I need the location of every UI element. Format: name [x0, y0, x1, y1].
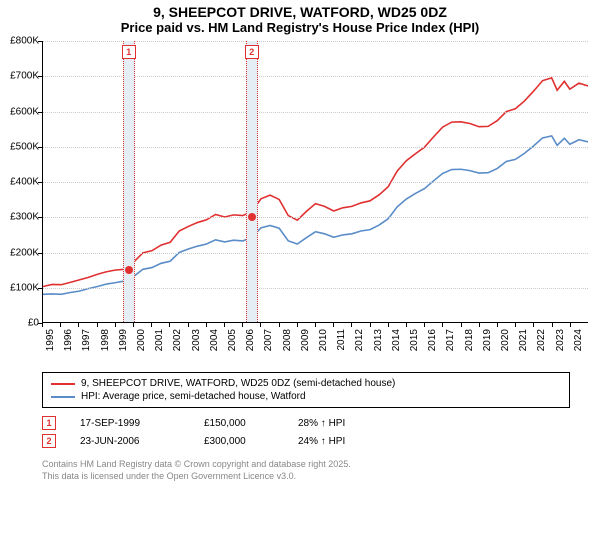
x-tick-label: 2015	[409, 329, 420, 351]
x-tick-label: 2000	[136, 329, 147, 351]
x-tick-label: 1995	[45, 329, 56, 351]
x-tick-label: 1999	[118, 329, 129, 351]
x-tick-label: 2022	[536, 329, 547, 351]
x-tick-label: 2020	[500, 329, 511, 351]
y-tick-label: £400K	[10, 177, 39, 188]
legend-swatch	[51, 396, 75, 398]
sale-date: 17-SEP-1999	[80, 418, 180, 429]
legend-swatch	[51, 383, 75, 385]
legend-row: 9, SHEEPCOT DRIVE, WATFORD, WD25 0DZ (se…	[51, 377, 561, 390]
y-tick-label: £100K	[10, 282, 39, 293]
sales-row: 1 17-SEP-1999 £150,000 28% ↑ HPI	[42, 414, 570, 432]
sale-index-badge: 1	[42, 416, 56, 430]
sale-marker: 1	[122, 45, 136, 59]
x-tick-label: 1998	[100, 329, 111, 351]
y-tick-label: £700K	[10, 71, 39, 82]
x-tick-label: 2021	[518, 329, 529, 351]
sale-dot	[248, 213, 256, 221]
x-tick-label: 2017	[445, 329, 456, 351]
x-tick-label: 2009	[300, 329, 311, 351]
attribution-footer: Contains HM Land Registry data © Crown c…	[42, 458, 570, 482]
x-tick-label: 2024	[573, 329, 584, 351]
y-tick-label: £500K	[10, 141, 39, 152]
x-tick-label: 2010	[318, 329, 329, 351]
y-tick-label: £800K	[10, 36, 39, 47]
legend-label: HPI: Average price, semi-detached house,…	[81, 391, 306, 402]
x-tick-label: 2011	[336, 329, 347, 351]
sale-band	[246, 41, 258, 322]
x-tick-label: 2023	[555, 329, 566, 351]
x-tick-label: 1996	[63, 329, 74, 351]
legend: 9, SHEEPCOT DRIVE, WATFORD, WD25 0DZ (se…	[42, 372, 570, 408]
x-tick-label: 2007	[263, 329, 274, 351]
footer-line-2: This data is licensed under the Open Gov…	[42, 470, 570, 482]
legend-row: HPI: Average price, semi-detached house,…	[51, 390, 561, 403]
x-tick-label: 2013	[373, 329, 384, 351]
y-tick-label: £600K	[10, 106, 39, 117]
x-tick-label: 2008	[282, 329, 293, 351]
sale-price: £300,000	[204, 436, 274, 447]
x-tick-label: 2004	[209, 329, 220, 351]
sale-dot	[125, 266, 133, 274]
x-tick-label: 2019	[482, 329, 493, 351]
footer-line-1: Contains HM Land Registry data © Crown c…	[42, 458, 570, 470]
chart-header: 9, SHEEPCOT DRIVE, WATFORD, WD25 0DZ Pri…	[0, 0, 600, 37]
address-line: 9, SHEEPCOT DRIVE, WATFORD, WD25 0DZ	[0, 4, 600, 20]
x-tick-label: 2003	[191, 329, 202, 351]
x-tick-label: 2012	[354, 329, 365, 351]
legend-label: 9, SHEEPCOT DRIVE, WATFORD, WD25 0DZ (se…	[81, 378, 395, 389]
sale-marker: 2	[245, 45, 259, 59]
plot-area: 12	[42, 41, 588, 323]
sales-row: 2 23-JUN-2006 £300,000 24% ↑ HPI	[42, 432, 570, 450]
x-tick-label: 2018	[464, 329, 475, 351]
x-tick-label: 2001	[154, 329, 165, 351]
x-axis: 1995 1996 1997 1998 1999 2000 2001 2002 2003 2004…	[42, 323, 588, 367]
x-tick-label: 2014	[391, 329, 402, 351]
chart-area: £0£100K£200K£300K£400K£500K£600K£700K£80…	[0, 37, 600, 372]
sale-date: 23-JUN-2006	[80, 436, 180, 447]
subtitle-line: Price paid vs. HM Land Registry's House …	[0, 20, 600, 35]
sale-hpi-delta: 24% ↑ HPI	[298, 436, 345, 447]
x-tick-label: 2006	[245, 329, 256, 351]
y-axis: £0£100K£200K£300K£400K£500K£600K£700K£80…	[0, 41, 42, 323]
x-tick-label: 2005	[227, 329, 238, 351]
y-tick-label: £300K	[10, 212, 39, 223]
y-tick-label: £200K	[10, 247, 39, 258]
x-tick-label: 2002	[172, 329, 183, 351]
sale-band	[123, 41, 135, 322]
sale-price: £150,000	[204, 418, 274, 429]
sale-hpi-delta: 28% ↑ HPI	[298, 418, 345, 429]
x-tick-label: 2016	[427, 329, 438, 351]
sale-index-badge: 2	[42, 434, 56, 448]
x-tick-label: 1997	[81, 329, 92, 351]
sales-table: 1 17-SEP-1999 £150,000 28% ↑ HPI 2 23-JUN-200…	[42, 414, 570, 450]
